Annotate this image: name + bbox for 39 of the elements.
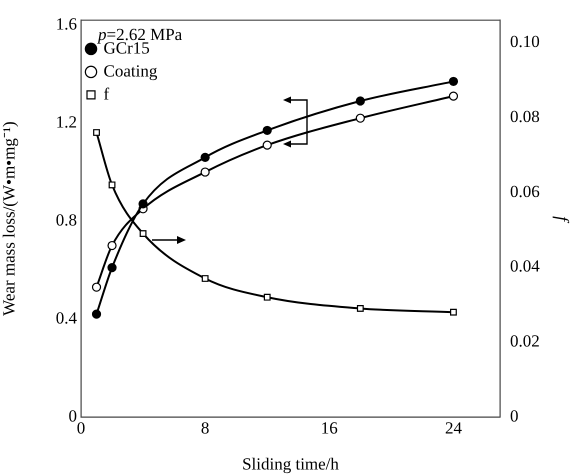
point	[107, 262, 117, 272]
y2-tick-label: 0.06	[510, 182, 540, 201]
y-tick-label: 0.8	[56, 210, 77, 230]
y-tick-label: 1.6	[56, 14, 77, 34]
point	[202, 275, 209, 282]
y-tick-label: 0.4	[56, 308, 78, 328]
y2-tick-label: 0.08	[510, 106, 540, 126]
point	[140, 230, 147, 237]
point	[93, 129, 100, 136]
point	[448, 76, 458, 86]
point	[448, 92, 458, 101]
legend-label: Coating	[104, 61, 158, 80]
point	[450, 308, 457, 316]
point	[200, 152, 210, 162]
y2-tick-label: 0	[510, 406, 518, 426]
x-axis-title: Sliding time/h	[242, 454, 340, 474]
point	[107, 240, 117, 250]
y-tick-label: 0	[68, 406, 77, 426]
point	[356, 114, 365, 123]
point	[262, 126, 272, 136]
y-tick-label: 1.2	[56, 112, 77, 132]
point	[108, 181, 116, 188]
point	[264, 294, 271, 301]
legend-label: f	[104, 84, 110, 104]
point	[92, 282, 102, 292]
point	[356, 96, 365, 106]
y2-axis-title: f	[552, 216, 572, 224]
point	[356, 305, 364, 312]
point	[92, 310, 102, 319]
y-axis-title: Wear mass loss/(W•m•mg⁻¹)	[0, 121, 19, 316]
point	[200, 167, 210, 177]
x-tick-label: 24	[444, 418, 462, 438]
point	[262, 140, 272, 150]
y2-tick-label: 0.04	[510, 256, 540, 276]
x-tick-label: 8	[200, 418, 210, 438]
y2-tick-label: 0.02	[510, 332, 540, 351]
x-tick-label: 16	[320, 418, 338, 438]
y2-tick-label: 0.10	[510, 32, 540, 52]
point	[138, 199, 148, 209]
